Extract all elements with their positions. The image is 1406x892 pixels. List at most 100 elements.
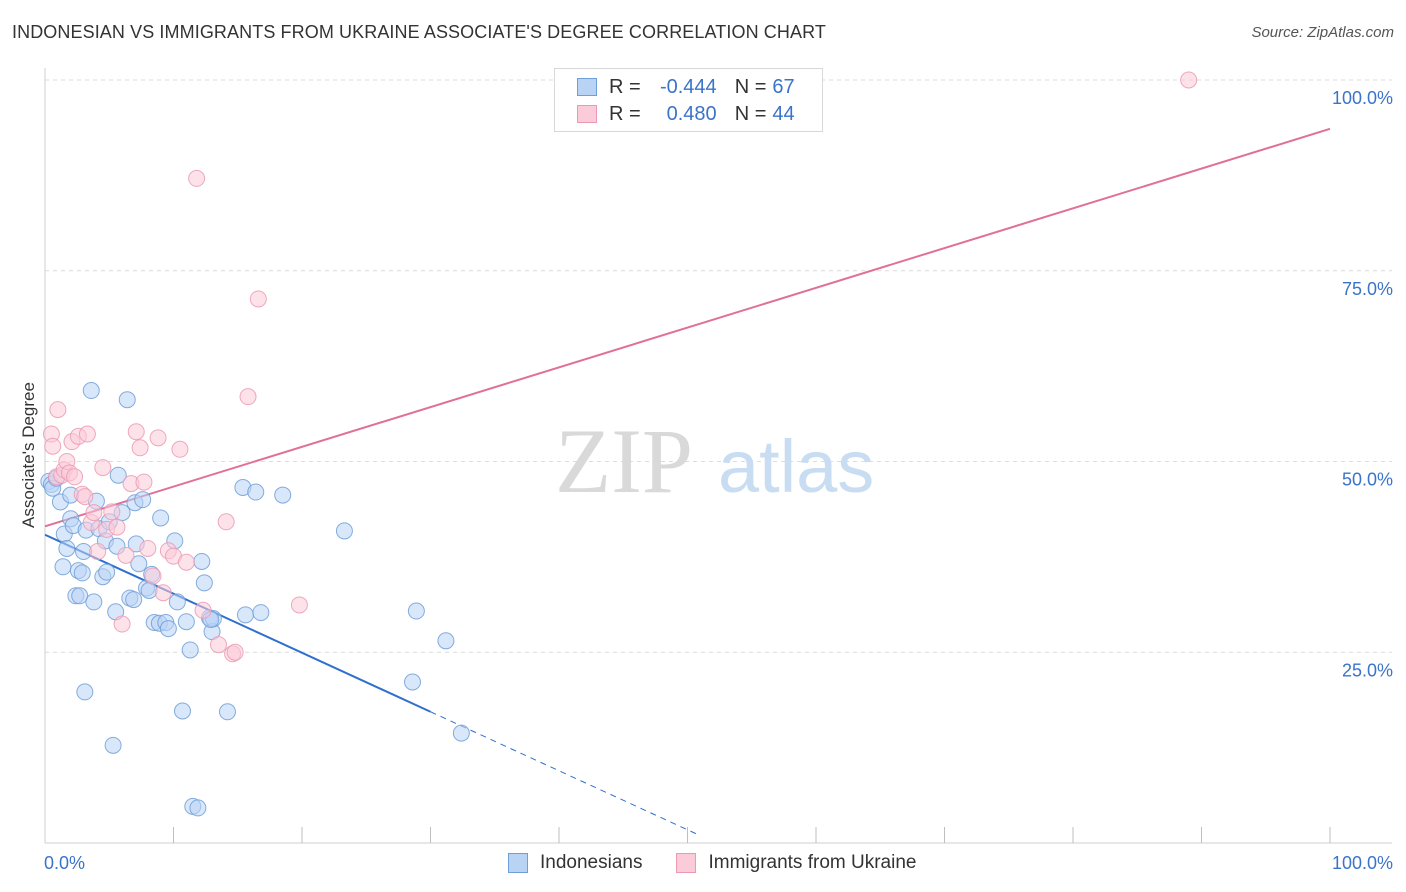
point-ukraine (127, 423, 145, 441)
data-points (40, 71, 1198, 817)
r-label: R = (609, 102, 641, 125)
point-ukraine (217, 513, 235, 531)
tick-labels: 25.0% 50.0% 75.0% 100.0% 0.0% 100.0% (44, 88, 1393, 873)
r-value: 0.480 (666, 102, 717, 125)
point-indonesians (71, 587, 89, 605)
r-label: R = (609, 75, 641, 98)
point-indonesians (247, 483, 265, 501)
point-ukraine (78, 425, 96, 443)
point-indonesians (152, 509, 170, 527)
stats-legend-row-ukraine: R = 0.480 N = 44 (577, 101, 795, 127)
x-tick-label-max: 100.0% (1332, 853, 1393, 873)
point-ukraine (1180, 71, 1198, 89)
point-ukraine (103, 503, 121, 521)
point-ukraine (154, 584, 172, 602)
x-tick-label-min: 0.0% (44, 853, 85, 873)
point-indonesians (125, 591, 143, 609)
point-ukraine (49, 401, 67, 419)
y-tick-label: 25.0% (1342, 660, 1393, 680)
point-indonesians (404, 673, 422, 691)
point-ukraine (44, 437, 62, 455)
point-ukraine (131, 439, 149, 457)
point-ukraine (177, 553, 195, 571)
point-ukraine (113, 615, 131, 633)
chart-title: INDONESIAN VS IMMIGRANTS FROM UKRAINE AS… (12, 22, 826, 42)
point-indonesians (58, 539, 76, 557)
n-label: N = (734, 75, 767, 98)
point-indonesians (274, 486, 292, 504)
ukraine-swatch (676, 853, 697, 873)
point-indonesians (98, 563, 116, 581)
point-ukraine (89, 543, 107, 561)
point-indonesians (54, 558, 72, 576)
point-indonesians (118, 391, 136, 409)
point-indonesians (82, 382, 100, 400)
watermark: ZIP atlas (555, 410, 874, 512)
point-indonesians (130, 555, 148, 573)
trend-line-indonesians-extension (430, 711, 701, 837)
point-indonesians (181, 641, 199, 659)
stats-legend-row-indonesians: R = -0.444 N = 67 (577, 74, 795, 100)
trend-line-indonesians (44, 533, 431, 713)
point-ukraine (85, 504, 103, 522)
point-ukraine (117, 546, 135, 564)
point-indonesians (452, 724, 470, 742)
indonesians-swatch (577, 78, 597, 96)
point-indonesians (189, 799, 207, 817)
point-ukraine (94, 459, 112, 477)
grid-lines (45, 79, 1392, 653)
point-indonesians (168, 593, 186, 611)
watermark-atlas: atlas (718, 425, 874, 508)
point-ukraine (209, 636, 227, 654)
point-indonesians (193, 552, 211, 570)
point-indonesians (159, 620, 177, 638)
point-ukraine (194, 601, 212, 619)
axes (44, 68, 1392, 844)
point-indonesians (437, 632, 455, 650)
legend-item-ukraine[interactable]: Immigrants from Ukraine (676, 852, 916, 874)
point-indonesians (173, 702, 191, 720)
y-axis-label: Associate's Degree (19, 382, 38, 528)
point-indonesians (75, 543, 93, 561)
y-tick-label: 50.0% (1342, 470, 1393, 490)
point-indonesians (177, 613, 195, 631)
n-value: 44 (772, 102, 795, 125)
point-indonesians (335, 522, 353, 540)
point-indonesians (195, 574, 213, 592)
point-indonesians (236, 606, 254, 624)
point-ukraine (290, 596, 308, 614)
point-ukraine (239, 388, 257, 406)
point-indonesians (104, 736, 122, 754)
point-indonesians (73, 564, 91, 582)
point-ukraine (76, 488, 94, 506)
n-label: N = (734, 102, 767, 125)
point-ukraine (66, 468, 84, 486)
y-tick-label: 100.0% (1332, 88, 1393, 108)
point-ukraine (149, 429, 167, 447)
point-ukraine (144, 567, 162, 585)
trend-line-ukraine (44, 127, 1331, 528)
point-indonesians (134, 491, 152, 509)
watermark-zip: ZIP (555, 410, 693, 512)
y-tick-label: 75.0% (1342, 279, 1393, 299)
n-value: 67 (772, 75, 795, 98)
point-indonesians (109, 466, 127, 484)
point-indonesians (76, 683, 94, 701)
legend-item-indonesians[interactable]: Indonesians (508, 852, 642, 874)
r-value: -0.444 (659, 75, 717, 98)
source-label: Source: ZipAtlas.com (1251, 24, 1394, 41)
ukraine-swatch (577, 105, 597, 123)
point-ukraine (249, 290, 267, 308)
point-indonesians (85, 593, 103, 611)
point-indonesians (407, 602, 425, 620)
point-indonesians (218, 703, 236, 721)
indonesians-swatch (508, 853, 528, 873)
legend-label: Immigrants from Ukraine (708, 852, 917, 873)
point-ukraine (226, 643, 244, 661)
point-ukraine (108, 518, 126, 536)
point-ukraine (135, 473, 153, 491)
stats-legend: R = -0.444 N = 67 R = 0.480 N = 44 (554, 68, 823, 132)
point-indonesians (252, 604, 270, 622)
point-ukraine (188, 169, 206, 187)
